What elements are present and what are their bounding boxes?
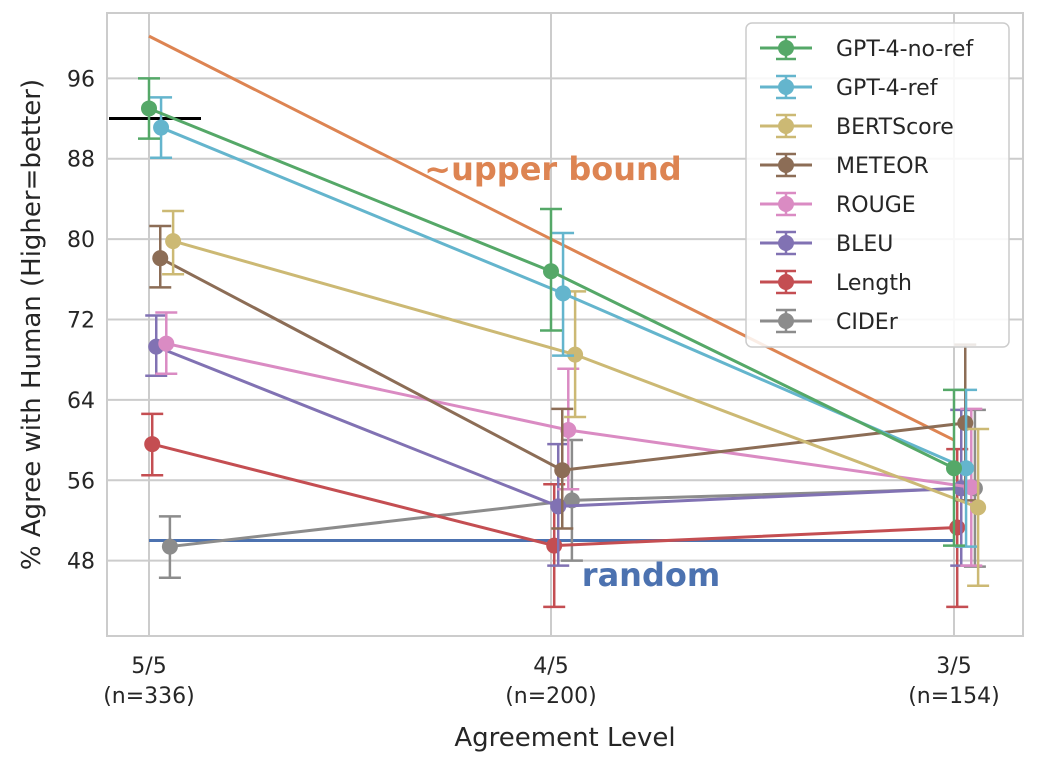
legend-item: BERTScore [760,113,954,140]
legend-marker [778,79,794,95]
series-GPT-4-no-ref [138,77,965,547]
series-GPT-4-ref [150,96,978,548]
x-tick-label: 4/5 [533,654,568,679]
y-tick-label: 72 [67,308,95,333]
y-axis-label: % Agree with Human (Higher=better) [17,79,47,570]
data-point [543,263,559,280]
legend-marker [778,196,794,212]
y-tick-label: 48 [67,550,95,575]
legend-box [745,22,1010,348]
legend-label: CIDEr [836,310,899,335]
y-tick-label: 96 [67,67,95,92]
legend-marker [778,274,794,290]
data-point [958,460,975,477]
reference-lines: ~upper bound random [109,34,955,594]
x-tick-label: (n=154) [908,684,1000,709]
x-tick-label: (n=200) [505,684,597,709]
legend-label: Length [836,271,912,296]
y-tick-label: 64 [67,389,95,414]
data-point [144,436,161,453]
legend-label: GPT-4-ref [836,76,939,101]
legend-item: Length [760,269,912,296]
legend-item: CIDEr [760,308,899,335]
data-point [949,519,966,536]
x-axis-label: Agreement Level [454,723,675,753]
legend-item: GPT-4-no-ref [760,35,974,62]
legend: GPT-4-no-ref GPT-4-ref BERTScore METEOR ROUG… [745,22,1010,348]
legend-marker [778,235,794,251]
legend-item: BLEU [760,230,893,257]
legend-label: GPT-4-no-ref [836,37,974,62]
legend-marker [778,157,794,173]
data-point [546,537,563,554]
legend-label: METEOR [836,154,929,179]
data-point [554,462,571,479]
upper-bound-label: ~upper bound [424,150,681,188]
y-tick-labels: 48 56 64 72 80 88 96 [67,67,95,574]
data-point [970,499,987,516]
data-point [560,422,577,439]
legend-item: GPT-4-ref [760,74,939,101]
data-point [567,346,584,363]
data-point [141,100,157,117]
x-tick-label: 3/5 [936,654,971,679]
data-point [946,460,962,477]
series-METEOR [149,224,977,530]
data-point [555,285,572,302]
x-tick-label: 5/5 [131,654,166,679]
y-tick-label: 80 [67,228,95,253]
legend-marker [778,40,794,56]
series-BERTScore [162,209,990,588]
data-point [158,335,175,352]
y-tick-label: 88 [67,148,95,173]
data-point [161,538,178,555]
legend-marker [778,313,794,329]
x-tick-labels: 5/5 (n=336) 4/5 (n=200) 3/5 (n=154) [103,654,1000,709]
data-point [152,250,169,267]
data-point [165,233,182,250]
y-tick-label: 56 [67,469,95,494]
data-point [153,119,170,136]
plot-frame [106,12,1024,637]
x-tick-label: (n=336) [103,684,195,709]
legend-label: BERTScore [836,115,954,140]
legend-label: ROUGE [836,193,916,218]
random-label: random [582,556,720,594]
legend-label: BLEU [836,232,893,257]
legend-item: ROUGE [760,191,916,218]
legend-marker [778,118,794,134]
data-point [550,498,567,515]
legend-item: METEOR [760,152,929,179]
series-layer [138,77,990,609]
